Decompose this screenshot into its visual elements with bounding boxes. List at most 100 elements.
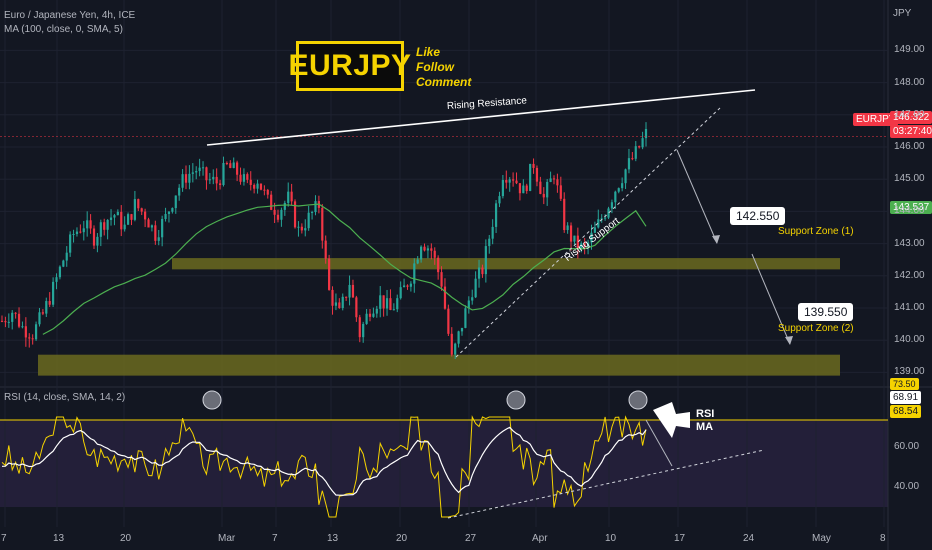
candle-body (161, 218, 164, 238)
rsi-upper-tag: 73.50 (890, 378, 919, 390)
candle-body (120, 211, 123, 230)
candle-body (218, 183, 222, 185)
candle-body (310, 212, 314, 214)
candle-body (236, 162, 239, 175)
ma-indicator-label[interactable]: MA (100, close, 0, SMA, 5) (4, 24, 123, 35)
candle-body (621, 183, 624, 189)
candle-body (351, 284, 355, 298)
candle-body (195, 171, 198, 173)
rsi-indicator-label[interactable]: RSI (14, close, SMA, 14, 2) (4, 392, 126, 403)
candle-body (55, 277, 58, 282)
candle-body (488, 238, 491, 247)
time-tick-label: 10 (605, 533, 617, 544)
candle-body (471, 297, 474, 301)
rising-resistance-line (206, 89, 756, 146)
candle-body (75, 231, 79, 235)
candle-body (307, 212, 310, 229)
candle-body (409, 283, 412, 287)
time-tick-label: 17 (674, 533, 686, 544)
candle-body (413, 263, 416, 284)
candle-body (539, 181, 542, 194)
candle-body (467, 300, 470, 309)
candle-body (447, 308, 450, 334)
candle-body (634, 146, 637, 159)
candle-body (116, 211, 119, 216)
candle-body (593, 227, 596, 233)
projection-arrow-1 (676, 149, 718, 244)
candle-body (52, 281, 55, 305)
candle-body (188, 173, 191, 183)
price-tick-label: 142.00 (894, 269, 925, 281)
candle-body (154, 225, 157, 241)
candle-body (566, 225, 569, 231)
candle-body (644, 129, 648, 139)
candle-body (167, 211, 171, 214)
candle-body (21, 326, 24, 328)
candle-body (246, 174, 249, 180)
countdown-tag: 03:27:40 (890, 125, 932, 138)
candle-body (17, 313, 21, 327)
candle-body (552, 178, 556, 180)
candle-body (96, 236, 99, 246)
candle-body (290, 191, 293, 202)
rsi-ma-line (1, 426, 647, 496)
candle-body (283, 202, 286, 210)
candle-body (600, 218, 603, 220)
rsi-tick-label: 40.00 (894, 481, 920, 492)
candle-body (638, 146, 641, 148)
candle-body (546, 181, 549, 198)
candle-body (440, 272, 443, 287)
ma-value-tag: 143.537 (890, 201, 932, 214)
candle-body (273, 209, 276, 215)
candle-body (0, 320, 4, 322)
candle-body (86, 220, 89, 229)
candle-body (433, 250, 436, 258)
support-zone-1-label: Support Zone (1) (778, 226, 854, 237)
ma-text: MA (696, 421, 714, 433)
candle-body (171, 208, 174, 212)
candle-body (580, 243, 583, 250)
candle-body (498, 196, 501, 204)
candle-body (583, 243, 586, 247)
symbol-title[interactable]: Euro / Japanese Yen, 4h, ICE (4, 10, 136, 21)
rsi-peak-circle (506, 390, 526, 410)
candle-body (505, 180, 508, 183)
candle-body (614, 191, 617, 203)
candle-body (389, 298, 392, 310)
candle-body (232, 162, 235, 168)
currency-label: JPY (893, 8, 912, 19)
candle-body (229, 163, 232, 168)
overlay-lines (0, 89, 888, 358)
candle-body (34, 324, 38, 340)
rsi-value-tag: 68.91 (890, 391, 922, 404)
candle-body (518, 183, 522, 194)
candle-body (515, 180, 518, 184)
candle-body (631, 158, 634, 160)
candle-body (130, 214, 133, 220)
candle-body (556, 179, 559, 186)
eurjpy-badge: EURJPY (288, 41, 411, 91)
candle-body (103, 222, 106, 230)
candle-body (437, 257, 440, 273)
support-zone-2-label: Support Zone (2) (778, 323, 854, 334)
projection-arrow-2 (751, 253, 791, 345)
support-zones (38, 258, 840, 376)
ma-line (42, 203, 647, 335)
candle-body (341, 296, 344, 308)
candle-body (137, 199, 140, 209)
arrowhead-1 (712, 235, 720, 244)
candle-body (334, 302, 338, 306)
follow-text: Follow (416, 60, 454, 74)
rsi-peak-circle (628, 390, 648, 410)
candle-body (253, 184, 256, 189)
candle-body (239, 174, 242, 182)
candle-body (174, 195, 177, 209)
candle-body (569, 225, 573, 242)
candle-body (549, 178, 552, 182)
target-2-box: 139.550 (798, 303, 854, 321)
candle-body (443, 286, 447, 309)
price-tick-label: 139.00 (894, 366, 925, 378)
rising-support-line (455, 107, 721, 358)
candle-body (38, 312, 41, 325)
